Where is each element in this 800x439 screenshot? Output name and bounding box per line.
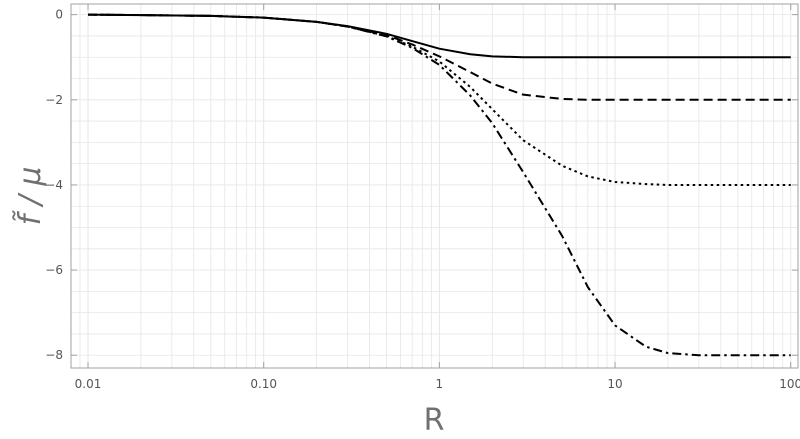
y-tick-label: −6 [45, 263, 63, 277]
y-axis-label: f̃ / μ [13, 167, 48, 226]
series-lines [88, 13, 791, 357]
y-tick-label: −8 [45, 348, 63, 362]
x-tick-label: 0.01 [75, 377, 102, 391]
plot-frame [70, 3, 799, 369]
series-line-dotted [88, 13, 791, 186]
x-tick-label: 0.10 [250, 377, 277, 391]
y-tick-label: −2 [45, 93, 63, 107]
y-tick-label: 0 [55, 8, 63, 22]
x-tick-label: 1 [436, 377, 444, 391]
y-tick-label: −4 [45, 178, 63, 192]
axis-ticks: 0.01 0.10 1 10 100 0 −2 −4 −6 −8 [45, 4, 800, 391]
x-axis-label: R [424, 403, 445, 438]
x-tick-label: 100 [779, 377, 800, 391]
x-tick-label: 10 [607, 377, 622, 391]
grid [70, 4, 798, 368]
